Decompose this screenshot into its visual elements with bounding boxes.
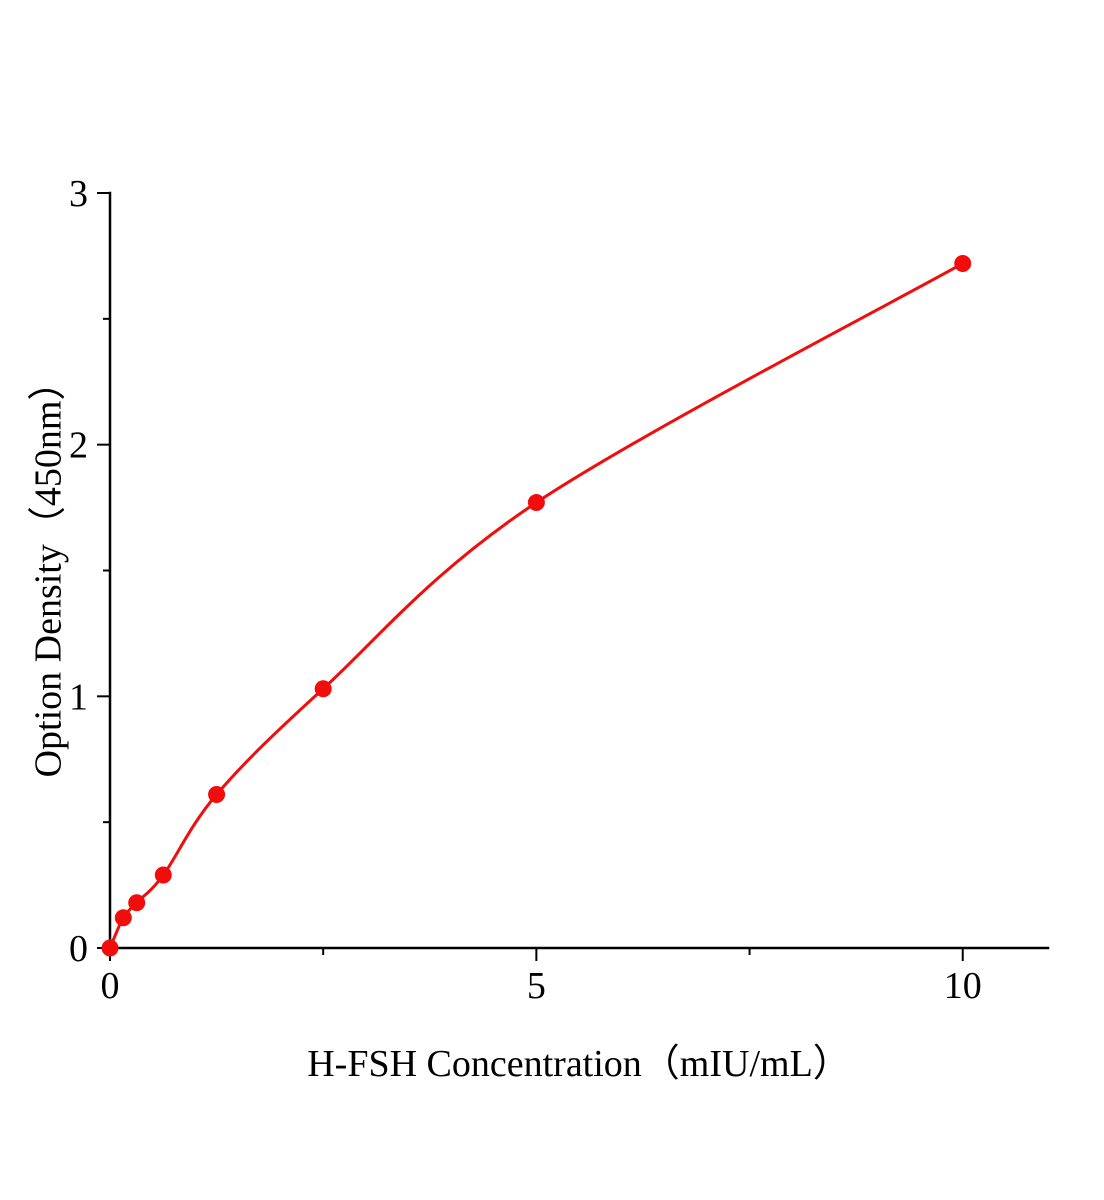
- data-point: [208, 785, 226, 803]
- data-point: [154, 866, 172, 884]
- data-point: [114, 909, 132, 927]
- y-axis-label: Option Density（450nm）: [27, 362, 70, 778]
- x-tick-label: 10: [944, 965, 982, 1007]
- data-point: [128, 894, 146, 912]
- y-tick-label: 1: [69, 676, 88, 718]
- data-point: [314, 680, 332, 698]
- curve-series: [108, 261, 965, 950]
- y-tick-label: 3: [69, 173, 88, 215]
- x-tick-label: 0: [101, 965, 120, 1007]
- data-point: [527, 494, 545, 512]
- y-tick-label: 0: [69, 928, 88, 970]
- data-point: [101, 939, 119, 957]
- data-point: [954, 254, 972, 272]
- x-axis-label: H-FSH Concentration（mIU/mL）: [307, 1043, 851, 1085]
- x-tick-label: 5: [527, 965, 546, 1007]
- y-tick-label: 2: [69, 425, 88, 467]
